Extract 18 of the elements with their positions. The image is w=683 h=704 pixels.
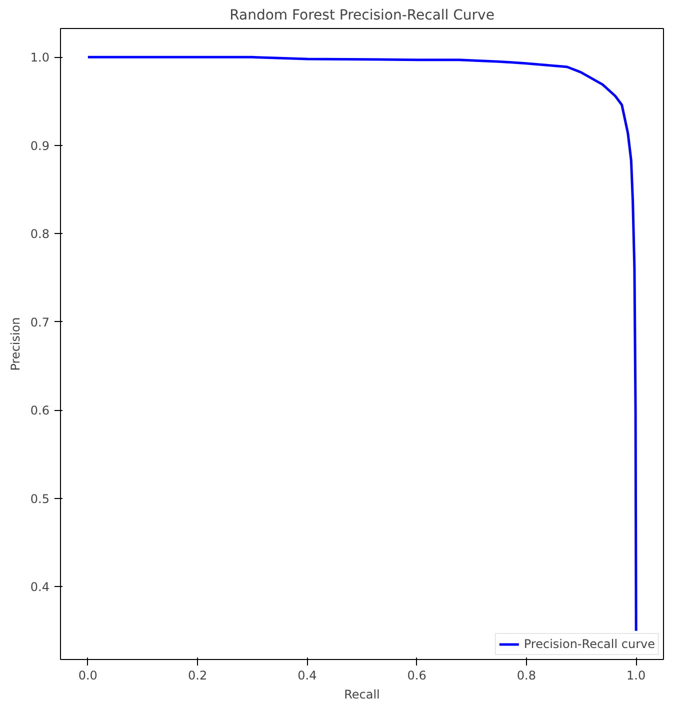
- x-tick-label: 1.0: [626, 668, 646, 682]
- y-tick-label: 0.8: [30, 227, 50, 242]
- x-tick-label: 0.4: [298, 668, 317, 682]
- x-tick-label: 0.8: [516, 668, 536, 682]
- line-series: [86, 56, 638, 632]
- legend-label: Precision-Recall curve: [524, 637, 655, 651]
- x-tick-label: 0.6: [407, 668, 426, 682]
- y-tick-label: 0.6: [30, 404, 50, 418]
- y-tick-label: 0.7: [30, 315, 50, 330]
- y-tick-label: 0.5: [30, 492, 50, 506]
- chart-title: Random Forest Precision-Recall Curve: [230, 8, 494, 24]
- x-axis-title: Recall: [344, 688, 380, 702]
- x-tick-label: 0.0: [78, 668, 98, 682]
- x-tick-label: 0.2: [188, 668, 208, 682]
- y-tick-label: 0.4: [30, 580, 50, 594]
- y-tick-label: 1.0: [30, 50, 50, 65]
- y-tick-label: 0.9: [30, 138, 50, 153]
- y-axis-title: Precision: [8, 317, 22, 371]
